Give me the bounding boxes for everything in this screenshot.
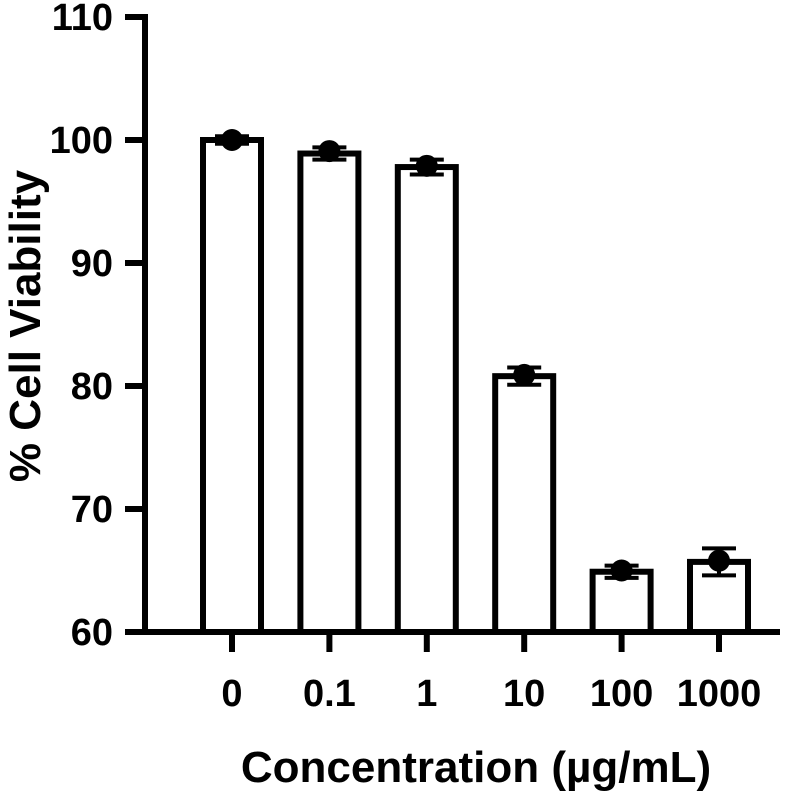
data-point bbox=[318, 140, 341, 163]
x-tick-label: 0 bbox=[221, 673, 242, 715]
data-point bbox=[513, 363, 536, 386]
bar bbox=[492, 373, 557, 635]
axes-layer bbox=[142, 14, 780, 635]
x-tick-label: 100 bbox=[590, 673, 653, 715]
y-tick-label: 110 bbox=[52, 0, 113, 39]
y-tick-label: 90 bbox=[71, 243, 113, 285]
bar bbox=[297, 150, 362, 635]
data-point bbox=[221, 129, 243, 151]
y-tick-label: 80 bbox=[71, 366, 113, 408]
x-tick-label: 1000 bbox=[677, 673, 762, 715]
x-tick-label: 1 bbox=[416, 673, 437, 715]
bars-layer bbox=[200, 129, 751, 636]
x-tick-label: 10 bbox=[503, 673, 545, 715]
y-tick-label: 70 bbox=[71, 489, 113, 531]
x-ticks-layer: 0 0.1 1 10 100 1000 bbox=[221, 632, 761, 715]
y-axis-title: % Cell Viability bbox=[1, 169, 50, 482]
y-ticks-layer: 60 70 80 90 100 110 bbox=[50, 0, 145, 654]
y-tick-label: 100 bbox=[50, 120, 113, 162]
data-point bbox=[610, 559, 633, 582]
x-axis-title: Concentration (µg/mL) bbox=[241, 743, 711, 792]
bar bbox=[394, 164, 459, 635]
data-point bbox=[415, 154, 438, 177]
x-tick-label: 0.1 bbox=[303, 673, 356, 715]
data-point bbox=[708, 549, 730, 572]
bar bbox=[200, 137, 264, 635]
y-tick-label: 60 bbox=[71, 612, 113, 654]
